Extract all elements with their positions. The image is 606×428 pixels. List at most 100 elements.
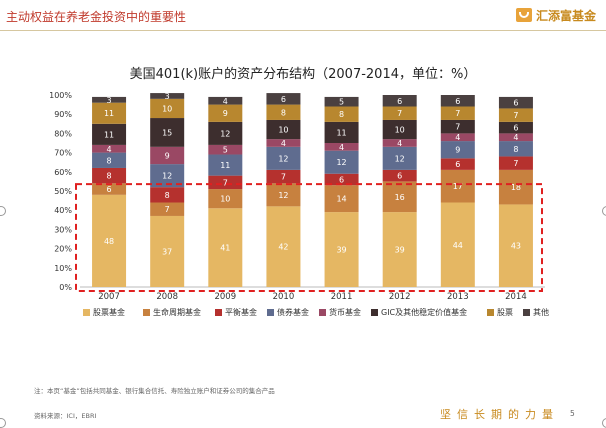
x-tick-label: 2014 [505,292,527,302]
bar-segment [498,108,533,122]
legend-label: 债券基金 [277,307,309,317]
bar-segment [440,202,475,287]
data-label: 3 [165,92,170,101]
legend-label: 股票基金 [93,307,125,317]
bar-segment [324,96,359,107]
y-tick-label: 60% [54,168,72,177]
bar-segment [440,141,475,159]
slogan: 坚信长期的力量 [440,408,559,421]
bar-segment [150,215,185,287]
y-tick-label: 40% [54,206,72,215]
data-label: 6 [397,97,402,106]
legend-swatch [215,309,222,316]
data-label: 11 [104,109,114,118]
data-label: 6 [513,99,518,108]
bar-segment [92,102,127,124]
data-label: 37 [162,247,172,256]
data-label: 6 [107,185,112,194]
bar-segment [208,144,243,155]
x-tick-label: 2008 [156,292,178,302]
data-label: 8 [107,172,112,181]
data-label: 6 [455,160,460,169]
bar-segment [440,106,475,120]
right-edge-dot [602,206,606,216]
bar-segment [440,119,475,134]
legend-swatch [487,309,494,316]
bar-segment [498,169,533,205]
y-tick-label: 30% [54,225,72,234]
bar-segment [324,143,359,151]
bar-segment [382,181,417,213]
data-label: 7 [397,109,402,118]
bar-segment [208,208,243,287]
data-label: 9 [223,109,228,118]
legend-label: 货币基金 [329,307,361,317]
bar-segment [324,212,359,287]
bar-segment [324,185,359,213]
data-label: 7 [513,111,518,120]
bar-segment [266,169,301,184]
data-label: 16 [395,193,405,202]
data-label: 44 [453,241,463,250]
legend-label: 生命周期基金 [153,307,201,317]
legend-swatch [319,309,326,316]
data-label: 48 [104,237,114,246]
data-label: 6 [455,97,460,106]
bar-segment [382,146,417,170]
data-label: 8 [165,191,170,200]
data-label: 8 [513,145,518,154]
bar-segment [498,156,533,170]
bar-segment [266,139,301,147]
left-edge-dot [0,206,6,216]
data-label: 12 [162,172,172,181]
x-tick-label: 2013 [447,292,469,302]
bar-segment [208,175,243,190]
bar-segment [208,189,243,209]
data-label: 11 [104,130,114,139]
data-label: 42 [278,243,288,252]
data-label: 18 [511,183,521,192]
legend-swatch [371,309,378,316]
bar-segment [498,141,533,157]
bar-segment [92,167,127,184]
data-label: 10 [162,104,172,113]
data-label: 10 [220,195,230,204]
data-label: 4 [339,143,344,152]
bar-segment [92,183,127,195]
data-label: 6 [397,172,402,181]
bar-segment [266,146,301,170]
x-tick-label: 2009 [214,292,236,302]
bar-segment [440,158,475,170]
data-label: 15 [162,128,172,137]
bar-segment [382,169,417,182]
bar-segment [92,96,127,103]
bar-segment [150,93,185,99]
data-label: 4 [281,139,286,148]
data-label: 12 [220,129,230,138]
y-tick-label: 80% [54,129,72,138]
page-number: 5 [570,409,575,418]
x-tick-label: 2012 [389,292,411,302]
data-label: 8 [107,156,112,165]
data-label: 4 [107,145,112,154]
brand-name: 汇添富基金 [535,8,596,23]
bar-segment [324,150,359,174]
x-tick-label: 2010 [273,292,295,302]
bar-segment [498,121,533,134]
bar-segment [150,187,185,203]
data-label: 7 [513,159,518,168]
bar-segment [382,106,417,120]
x-tick-label: 2011 [331,292,353,302]
bar-segment [382,95,417,107]
data-label: 10 [395,126,405,135]
legend-swatch [83,309,90,316]
legend-swatch [143,309,150,316]
data-label: 4 [397,139,402,148]
bar-segment [266,183,301,207]
data-label: 10 [278,126,288,135]
data-label: 39 [395,246,405,255]
bar-segment [92,144,127,153]
y-tick-label: 70% [54,149,72,158]
data-label: 7 [165,205,170,214]
bar-segment [92,123,127,145]
